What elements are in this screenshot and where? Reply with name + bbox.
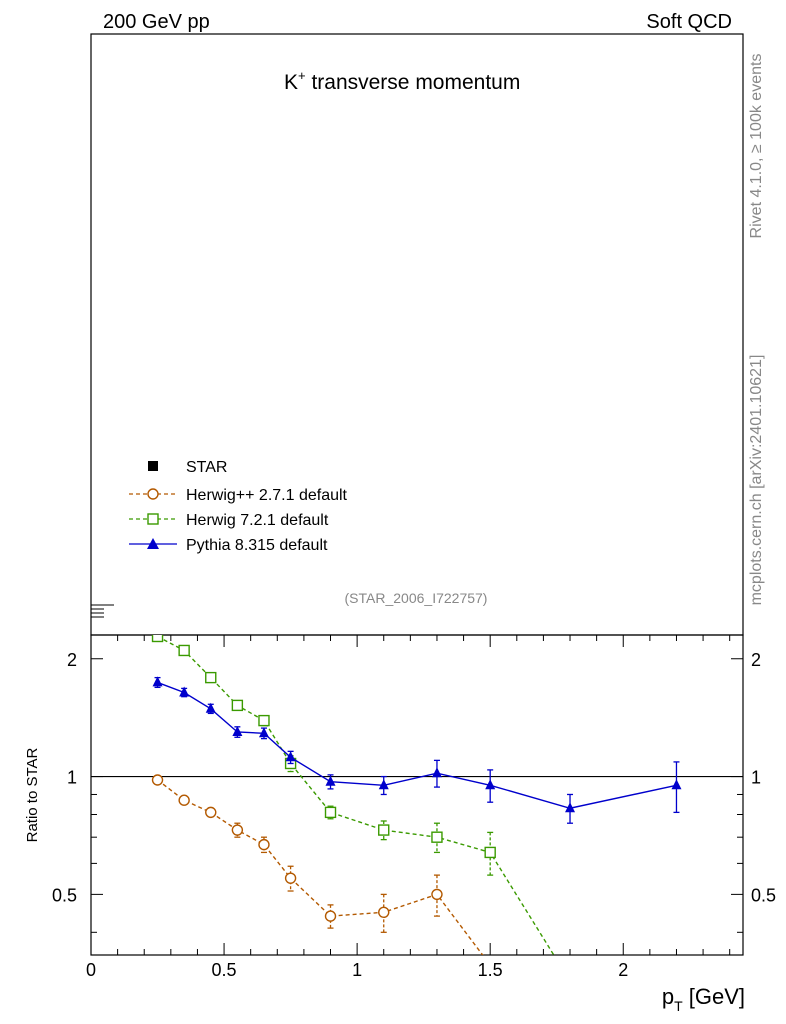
header-right: Soft QCD <box>646 11 732 33</box>
data-point <box>232 725 243 736</box>
legend-pythia-label: Pythia 8.315 default <box>186 537 328 554</box>
data-point <box>205 702 216 713</box>
main-panel-left-ticks <box>91 604 114 618</box>
series-0 <box>151 774 484 955</box>
y-tick-label: 2 <box>67 650 77 670</box>
data-point <box>378 824 390 836</box>
side-top-label: Rivet 4.1.0, ≥ 100k events <box>748 54 765 239</box>
legend: STAR Herwig++ 2.7.1 default Herwig 7.2.1… <box>129 459 348 554</box>
legend-entry-star: STAR <box>148 459 227 476</box>
ratio-panel-frame <box>90 634 744 956</box>
plot-title: K+ transverse momentum <box>284 68 520 94</box>
series-2 <box>152 676 682 824</box>
legend-herwig7-label: Herwig 7.2.1 default <box>186 512 329 529</box>
x-tick-label: 1 <box>352 960 362 980</box>
data-point <box>431 831 443 843</box>
x-axis-label: pT [GeV] <box>662 984 745 1014</box>
data-point <box>205 806 217 819</box>
legend-herwig7-marker <box>147 513 159 525</box>
ratio-axis-ticks <box>90 635 743 955</box>
series-1 <box>151 635 555 955</box>
data-point <box>324 910 337 922</box>
data-point <box>378 906 390 918</box>
y-tick-label-right: 2 <box>751 650 761 670</box>
data-point <box>484 846 496 859</box>
y-tick-label-right: 0.5 <box>751 885 776 905</box>
series-line <box>157 681 677 809</box>
legend-entry-herwigpp: Herwig++ 2.7.1 default <box>129 487 348 504</box>
x-tick-label: 0.5 <box>212 960 237 980</box>
legend-pythia-marker <box>147 538 159 549</box>
data-point <box>151 635 164 643</box>
legend-star-label: STAR <box>186 459 227 476</box>
side-bottom-label: mcplots.cern.ch [arXiv:2401.10621] <box>748 355 765 606</box>
data-point <box>431 888 443 901</box>
series-line <box>157 635 555 955</box>
data-point <box>431 767 442 778</box>
series-line <box>157 779 484 955</box>
ratio-tick-labels: 0 0.5 1 1.5 2 0.5 0.5 1 1 2 2 <box>52 650 776 980</box>
legend-star-marker <box>148 461 158 471</box>
y-tick-label-right: 1 <box>751 768 761 788</box>
data-point <box>178 794 190 806</box>
data-point <box>178 644 190 657</box>
data-point <box>231 824 244 836</box>
data-point <box>378 779 389 790</box>
data-point <box>231 699 244 712</box>
ratio-series <box>151 635 682 955</box>
data-point <box>179 686 190 697</box>
data-point <box>151 774 164 786</box>
data-point <box>565 802 576 813</box>
data-point <box>258 727 269 738</box>
data-point <box>258 838 270 851</box>
analysis-id: (STAR_2006_I722757) <box>345 590 488 606</box>
data-point <box>205 671 217 684</box>
data-point <box>152 676 163 687</box>
header-left: 200 GeV pp <box>103 11 210 33</box>
legend-entry-herwig7: Herwig 7.2.1 default <box>129 512 329 529</box>
data-point <box>284 872 297 884</box>
y-tick-label: 1 <box>67 768 77 788</box>
data-point <box>258 714 270 727</box>
x-tick-label: 1.5 <box>478 960 503 980</box>
x-tick-label: 2 <box>618 960 628 980</box>
x-tick-label: 0 <box>86 960 96 980</box>
data-point <box>325 775 336 786</box>
legend-herwigpp-label: Herwig++ 2.7.1 default <box>186 487 348 504</box>
y-tick-label: 0.5 <box>52 885 77 905</box>
data-point <box>671 779 682 790</box>
y-axis-label: Ratio to STAR <box>24 747 41 842</box>
data-point <box>485 779 496 790</box>
legend-herwigpp-marker <box>147 488 159 500</box>
data-point <box>285 751 296 762</box>
data-point <box>324 806 337 819</box>
legend-entry-pythia: Pythia 8.315 default <box>129 537 328 554</box>
